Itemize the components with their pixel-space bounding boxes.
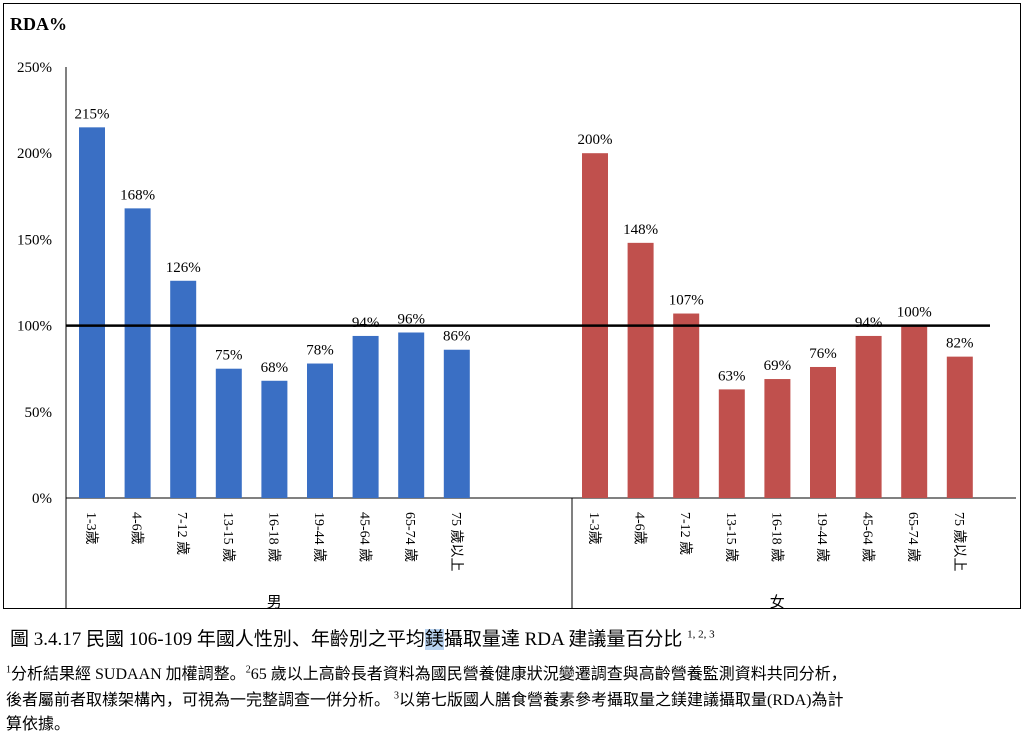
y-tick-label: 150%: [17, 232, 52, 248]
y-axis-title: RDA%: [10, 14, 67, 34]
x-tick-label: 75 歲以上: [448, 512, 464, 572]
bar: [764, 379, 791, 498]
bar: [901, 325, 928, 498]
x-tick-label: 65-74 歲: [905, 512, 921, 562]
bar-data-label: 94%: [855, 315, 883, 331]
bar-data-label: 86%: [443, 329, 471, 345]
bar: [398, 332, 425, 498]
y-tick-label: 0%: [32, 491, 52, 507]
x-tick-label: 7-12 歲: [677, 512, 693, 555]
bar: [307, 363, 333, 498]
x-tick-label: 13-15 歲: [723, 512, 739, 562]
bar: [79, 127, 105, 498]
bar-data-label: 69%: [764, 358, 792, 374]
x-tick-label: 1-3歲: [83, 512, 99, 545]
footnote-line-2: 後者屬前者取樣架構內，可視為一完整調查一併分析。 3以第七版國人膳食營養素參考攝…: [6, 690, 844, 709]
x-tick-label: 4-6歲: [129, 512, 145, 545]
y-tick-label: 200%: [17, 146, 52, 162]
bar-data-label: 75%: [215, 348, 243, 364]
x-tick-label: 7-12 歲: [174, 512, 190, 555]
bar: [443, 349, 470, 498]
bar: [170, 280, 197, 498]
footnote-1: 分析結果經 SUDAAN 加權調整。: [11, 666, 246, 683]
bar-data-label: 68%: [261, 360, 289, 376]
bar-data-label: 63%: [718, 368, 746, 384]
bar-data-label: 215%: [75, 106, 110, 122]
bar: [946, 356, 973, 498]
bar-data-label: 107%: [669, 293, 704, 309]
footnote-line-1: 1分析結果經 SUDAAN 加權調整。265 歲以上高齡長者資料為國民營養健康狀…: [6, 664, 847, 683]
bar-data-label: 82%: [946, 336, 974, 352]
y-tick-label: 100%: [17, 319, 52, 335]
x-tick-label: 65-74 歲: [402, 512, 418, 562]
bar: [124, 208, 151, 499]
chart-frame: RDA% 0% 50% 100% 150% 200% 250% 215% 1-3歲 168% 4-6…: [3, 3, 1021, 609]
bar-data-label: 126%: [166, 260, 201, 276]
bar-data-label: 94%: [352, 315, 380, 331]
footnote-2b: 後者屬前者取樣架構內，可視為一完整調查一併分析。: [6, 692, 391, 709]
figure-caption: 圖 3.4.17 民國 106-109 年國人性別、年齡別之平均鎂攝取量達 RD…: [10, 624, 715, 651]
bar: [352, 335, 379, 498]
x-tick-label: 4-6歲: [632, 512, 648, 545]
bar-data-label: 78%: [306, 343, 334, 359]
bar-data-label: 76%: [809, 346, 837, 362]
group-label: 女: [770, 593, 785, 608]
bar: [215, 368, 242, 498]
caption-prefix: 圖 3.4.17 民國 106-109 年國人性別、年齡別之平均: [10, 629, 425, 650]
x-tick-label: 13-15 歲: [220, 512, 236, 562]
x-tick-label: 16-18 歲: [265, 512, 281, 562]
bar-data-label: 168%: [120, 187, 155, 203]
group-label: 男: [267, 595, 282, 608]
bar: [627, 242, 654, 498]
x-tick-label: 75 歲以上: [951, 512, 967, 572]
bar: [261, 380, 288, 498]
x-tick-label: 16-18 歲: [768, 512, 784, 562]
caption-suffix: 攝取量達 RDA 建議量百分比: [443, 629, 683, 650]
bar-data-label: 100%: [897, 305, 932, 321]
footnote-3a: 以第七版國人膳食營養素參考攝取量之鎂建議攝取量(RDA)為計: [399, 692, 844, 709]
bar-data-label: 200%: [578, 132, 613, 148]
bar-chart: RDA% 0% 50% 100% 150% 200% 250% 215% 1-3歲 168% 4-6…: [10, 14, 1016, 608]
y-tick-label: 50%: [25, 405, 53, 421]
bar: [810, 366, 836, 498]
x-tick-label: 45-64 歲: [357, 512, 373, 562]
bar: [855, 335, 882, 498]
x-tick-label: 19-44 歲: [311, 512, 327, 562]
bar: [673, 313, 700, 498]
footnote-line-3: 算依據。: [6, 710, 70, 734]
footnote-2a: 65 歲以上高齡長者資料為國民營養健康狀況變遷調查與高齡營養監測資料共同分析，: [250, 666, 847, 683]
caption-highlight: 鎂: [424, 629, 444, 650]
caption-superscript: 1, 2, 3: [687, 628, 715, 641]
y-tick-label: 250%: [17, 60, 52, 76]
x-tick-label: 45-64 歲: [860, 512, 876, 562]
x-tick-label: 1-3歲: [586, 512, 602, 545]
bar-data-label: 96%: [397, 311, 425, 327]
x-tick-label: 19-44 歲: [814, 512, 830, 562]
footnote-3b: 算依據。: [6, 716, 71, 733]
bar-data-label: 148%: [623, 222, 658, 238]
bar: [718, 389, 745, 498]
